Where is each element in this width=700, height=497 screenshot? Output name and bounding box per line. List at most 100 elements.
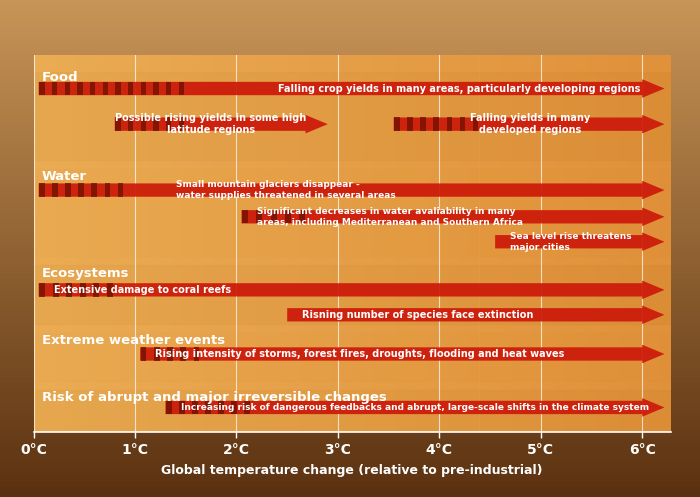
Polygon shape xyxy=(495,233,664,251)
Bar xyxy=(141,347,146,361)
Bar xyxy=(500,55,511,432)
Bar xyxy=(533,55,543,432)
Bar xyxy=(204,55,214,432)
Bar xyxy=(76,55,87,432)
Bar xyxy=(0,338,700,343)
Bar xyxy=(299,55,309,432)
Bar xyxy=(0,89,700,94)
Bar xyxy=(0,432,700,437)
Bar xyxy=(44,55,55,432)
Bar xyxy=(0,467,700,472)
Bar xyxy=(0,313,700,318)
Bar xyxy=(39,283,45,297)
Text: Significant decreases in water avaliability in many
areas, including Mediterrane: Significant decreases in water avaliabil… xyxy=(257,207,523,227)
Bar xyxy=(178,117,184,131)
Bar xyxy=(0,159,700,164)
Bar xyxy=(193,347,199,361)
Bar xyxy=(0,482,700,487)
Bar xyxy=(231,401,237,414)
Bar xyxy=(52,183,58,197)
Bar xyxy=(433,117,439,131)
Bar xyxy=(437,55,448,432)
Bar xyxy=(352,55,363,432)
Bar xyxy=(0,204,700,209)
Bar xyxy=(0,5,700,10)
Bar xyxy=(0,373,700,378)
Bar xyxy=(543,55,554,432)
Bar xyxy=(0,199,700,204)
Bar xyxy=(65,183,71,197)
Bar xyxy=(0,388,700,393)
Bar xyxy=(0,134,700,139)
Bar xyxy=(0,248,700,253)
Bar xyxy=(299,210,305,224)
Bar xyxy=(104,183,110,197)
Bar xyxy=(363,55,373,432)
Bar xyxy=(0,10,700,15)
Bar xyxy=(0,348,700,353)
Bar xyxy=(181,347,186,361)
Bar xyxy=(0,55,700,60)
Bar xyxy=(0,353,700,358)
Bar xyxy=(480,55,490,432)
Bar xyxy=(0,417,700,422)
Bar xyxy=(0,119,700,124)
Bar xyxy=(0,99,700,104)
Polygon shape xyxy=(140,345,664,363)
Bar xyxy=(0,363,700,368)
Bar xyxy=(0,318,700,323)
Polygon shape xyxy=(241,208,664,226)
Bar xyxy=(0,234,700,239)
Bar xyxy=(0,263,700,268)
Bar xyxy=(285,210,291,224)
Bar xyxy=(469,55,480,432)
Bar xyxy=(407,117,413,131)
Bar xyxy=(34,55,44,432)
Bar xyxy=(0,273,700,278)
Bar xyxy=(384,55,395,432)
Bar xyxy=(0,60,700,65)
Bar xyxy=(103,82,108,95)
Bar xyxy=(0,0,700,5)
Bar xyxy=(0,114,700,119)
Bar xyxy=(53,283,59,297)
Bar xyxy=(153,82,159,95)
Bar xyxy=(288,55,299,432)
Bar xyxy=(140,55,150,432)
Bar xyxy=(0,84,700,89)
Bar xyxy=(373,55,384,432)
Bar xyxy=(278,55,288,432)
Text: Possible rising yields in some high
latitude regions: Possible rising yields in some high lati… xyxy=(116,113,307,135)
Bar xyxy=(0,189,700,194)
Bar xyxy=(34,332,671,381)
Bar xyxy=(167,347,173,361)
Bar xyxy=(0,333,700,338)
Bar xyxy=(0,124,700,129)
Bar xyxy=(182,55,192,432)
Bar xyxy=(0,422,700,427)
Polygon shape xyxy=(115,115,328,133)
Bar xyxy=(0,462,700,467)
Text: Risk of abrupt and major irreversible changes: Risk of abrupt and major irreversible ch… xyxy=(42,392,386,405)
Bar xyxy=(141,82,146,95)
Bar xyxy=(0,393,700,398)
Bar xyxy=(0,442,700,447)
Bar xyxy=(458,55,469,432)
Bar xyxy=(0,219,700,224)
Bar xyxy=(511,55,522,432)
Bar xyxy=(52,82,57,95)
Bar xyxy=(660,55,671,432)
Bar xyxy=(0,268,700,273)
Bar xyxy=(607,55,617,432)
Bar xyxy=(0,323,700,328)
Bar xyxy=(150,55,161,432)
Bar xyxy=(0,283,700,288)
Bar xyxy=(0,104,700,109)
Bar xyxy=(34,168,671,256)
Bar xyxy=(0,258,700,263)
Bar xyxy=(0,437,700,442)
Bar xyxy=(154,347,160,361)
Bar xyxy=(0,253,700,258)
Bar xyxy=(628,55,639,432)
Text: Extensive damage to coral reefs: Extensive damage to coral reefs xyxy=(54,285,231,295)
